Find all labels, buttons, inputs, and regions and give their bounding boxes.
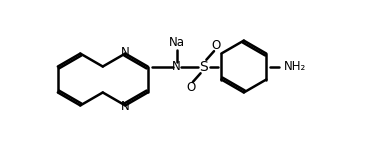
Text: Na: Na <box>169 36 185 49</box>
Text: O: O <box>211 39 220 52</box>
Text: N: N <box>121 100 130 113</box>
Text: N: N <box>172 60 181 73</box>
Text: S: S <box>199 59 208 73</box>
Text: N: N <box>121 46 130 59</box>
Text: O: O <box>186 81 195 94</box>
Text: NH₂: NH₂ <box>284 60 307 73</box>
